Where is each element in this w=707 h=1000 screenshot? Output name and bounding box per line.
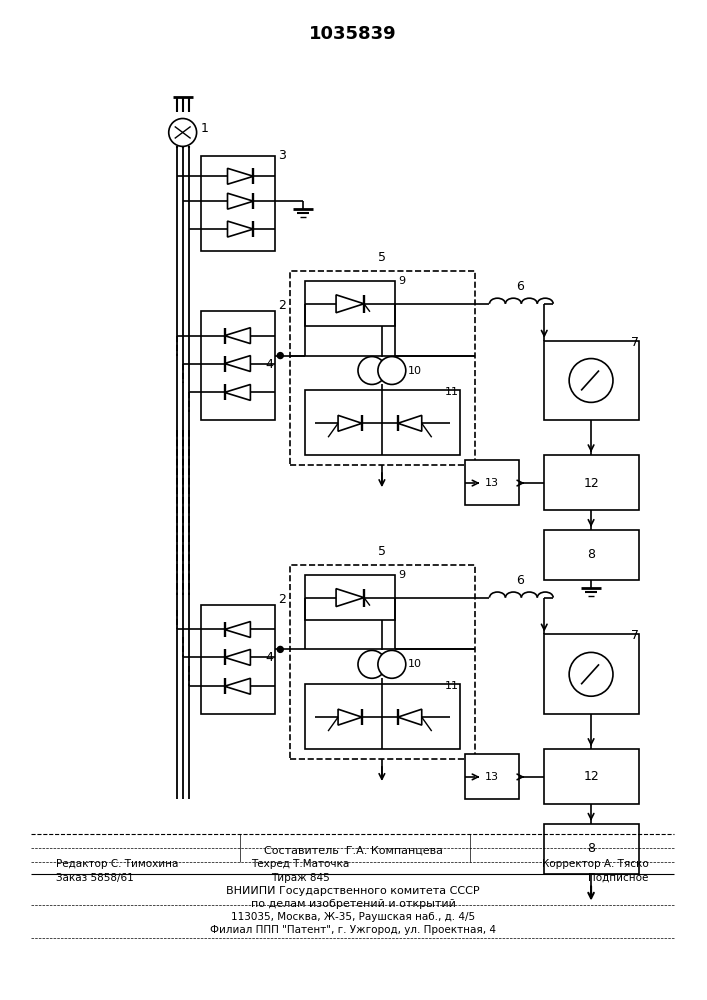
Bar: [544, 749, 639, 804]
Text: Тираж 845: Тираж 845: [271, 873, 329, 883]
Polygon shape: [228, 168, 253, 184]
Polygon shape: [398, 415, 422, 431]
Text: 7: 7: [631, 629, 639, 642]
Text: Подписное: Подписное: [588, 873, 649, 883]
Bar: [291, 271, 474, 465]
Text: Техред Т.Маточка: Техред Т.Маточка: [251, 859, 349, 869]
Text: 5: 5: [378, 251, 386, 264]
Bar: [201, 156, 275, 251]
Text: 11: 11: [445, 387, 459, 397]
Text: 3: 3: [279, 149, 286, 162]
Circle shape: [358, 650, 386, 678]
Text: Корректор А. Тяско: Корректор А. Тяско: [542, 859, 649, 869]
Bar: [201, 605, 275, 714]
Text: 2: 2: [279, 593, 286, 606]
Circle shape: [169, 119, 197, 146]
Text: 1035839: 1035839: [309, 25, 397, 43]
Text: Редактор С. Тимохина: Редактор С. Тимохина: [56, 859, 179, 869]
Text: 10: 10: [408, 366, 422, 376]
Bar: [544, 634, 639, 714]
Text: 113035, Москва, Ж-35, Раушская наб., д. 4/5: 113035, Москва, Ж-35, Раушская наб., д. …: [231, 912, 475, 922]
Text: 10: 10: [408, 659, 422, 669]
Text: 7: 7: [631, 336, 639, 349]
Circle shape: [378, 650, 406, 678]
Text: 4: 4: [265, 651, 273, 664]
Text: 6: 6: [516, 574, 524, 587]
Circle shape: [378, 357, 406, 384]
Text: 5: 5: [378, 545, 386, 558]
Text: 8: 8: [587, 548, 595, 561]
Polygon shape: [225, 328, 250, 344]
Text: ВНИИПИ Государственного комитета СССР: ВНИИПИ Государственного комитета СССР: [226, 886, 480, 896]
Bar: [305, 390, 460, 455]
Bar: [544, 824, 639, 874]
Polygon shape: [225, 678, 250, 694]
Text: 2: 2: [279, 299, 286, 312]
Text: 13: 13: [484, 772, 498, 782]
Text: 13: 13: [484, 478, 498, 488]
Text: Составитель  Г.А. Компанцева: Составитель Г.А. Компанцева: [264, 846, 443, 856]
Text: по делам изобретений и открытий: по делам изобретений и открытий: [250, 899, 455, 909]
Polygon shape: [398, 709, 422, 725]
Polygon shape: [336, 589, 364, 607]
Bar: [305, 575, 395, 620]
Circle shape: [358, 357, 386, 384]
Text: 9: 9: [398, 276, 405, 286]
Polygon shape: [228, 193, 253, 209]
Bar: [464, 754, 520, 799]
Circle shape: [569, 359, 613, 402]
Polygon shape: [225, 356, 250, 372]
Text: 12: 12: [583, 477, 599, 490]
Text: 1: 1: [201, 122, 209, 135]
Bar: [305, 281, 395, 326]
Bar: [464, 460, 520, 505]
Text: 8: 8: [587, 842, 595, 855]
Polygon shape: [336, 295, 364, 313]
Bar: [291, 565, 474, 759]
Text: Заказ 5858/61: Заказ 5858/61: [56, 873, 134, 883]
Text: 12: 12: [583, 770, 599, 783]
Circle shape: [569, 652, 613, 696]
Polygon shape: [225, 384, 250, 400]
Polygon shape: [338, 415, 362, 431]
Circle shape: [277, 646, 284, 652]
Text: Филиал ППП "Патент", г. Ужгород, ул. Проектная, 4: Филиал ППП "Патент", г. Ужгород, ул. Про…: [210, 925, 496, 935]
Bar: [544, 455, 639, 510]
Polygon shape: [338, 709, 362, 725]
Circle shape: [277, 353, 284, 359]
Bar: [305, 684, 460, 749]
Text: 6: 6: [516, 280, 524, 293]
Polygon shape: [228, 221, 253, 237]
Bar: [201, 311, 275, 420]
Text: 4: 4: [265, 358, 273, 371]
Text: 9: 9: [398, 570, 405, 580]
Text: 11: 11: [445, 681, 459, 691]
Polygon shape: [225, 622, 250, 637]
Bar: [544, 530, 639, 580]
Polygon shape: [225, 649, 250, 665]
Bar: [544, 341, 639, 420]
